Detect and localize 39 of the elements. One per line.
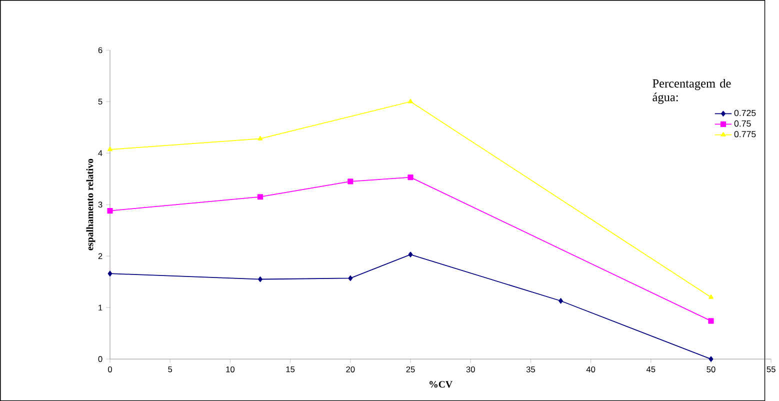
point xyxy=(408,98,413,104)
y-tick-label: 4 xyxy=(98,150,102,156)
legend-label: 0.725 xyxy=(734,110,756,116)
x-tick-label: 55 xyxy=(766,366,776,372)
point xyxy=(107,208,113,214)
point xyxy=(108,270,112,276)
y-tick-label: 6 xyxy=(98,47,102,53)
x-axis-title: %CV xyxy=(430,380,452,388)
y-tick-label: 5 xyxy=(98,98,102,104)
legend-label: 0.775 xyxy=(734,130,756,138)
x-tick-label: 5 xyxy=(168,366,172,372)
y-tick-label: 0 xyxy=(98,356,102,362)
legend-title: Percentagem de água: xyxy=(652,78,731,104)
legend-label: 0.75 xyxy=(734,120,751,127)
x-tick-label: 20 xyxy=(346,366,355,372)
point xyxy=(708,294,714,299)
x-tick-label: 10 xyxy=(226,366,235,372)
x-tick-label: 25 xyxy=(406,366,415,372)
point xyxy=(408,252,413,258)
point xyxy=(258,276,262,282)
point xyxy=(108,146,112,152)
point xyxy=(408,174,414,180)
point xyxy=(708,356,714,362)
point xyxy=(708,318,714,324)
point xyxy=(257,194,264,200)
y-axis-title: espalhamento relativo xyxy=(86,158,96,250)
y-tick-label: 3 xyxy=(98,202,102,208)
x-tick-label: 0 xyxy=(108,366,112,372)
x-tick-label: 50 xyxy=(706,366,716,372)
point xyxy=(258,136,263,140)
point xyxy=(348,275,353,281)
x-tick-label: 35 xyxy=(526,366,535,372)
x-tick-label: 45 xyxy=(646,366,656,372)
y-tick-label: 2 xyxy=(98,253,102,259)
x-tick-label: 40 xyxy=(586,366,596,372)
y-tick-label: 1 xyxy=(98,304,102,310)
x-tick-label: 15 xyxy=(286,366,295,372)
x-tick-label: 30 xyxy=(466,366,475,372)
point xyxy=(348,178,354,184)
